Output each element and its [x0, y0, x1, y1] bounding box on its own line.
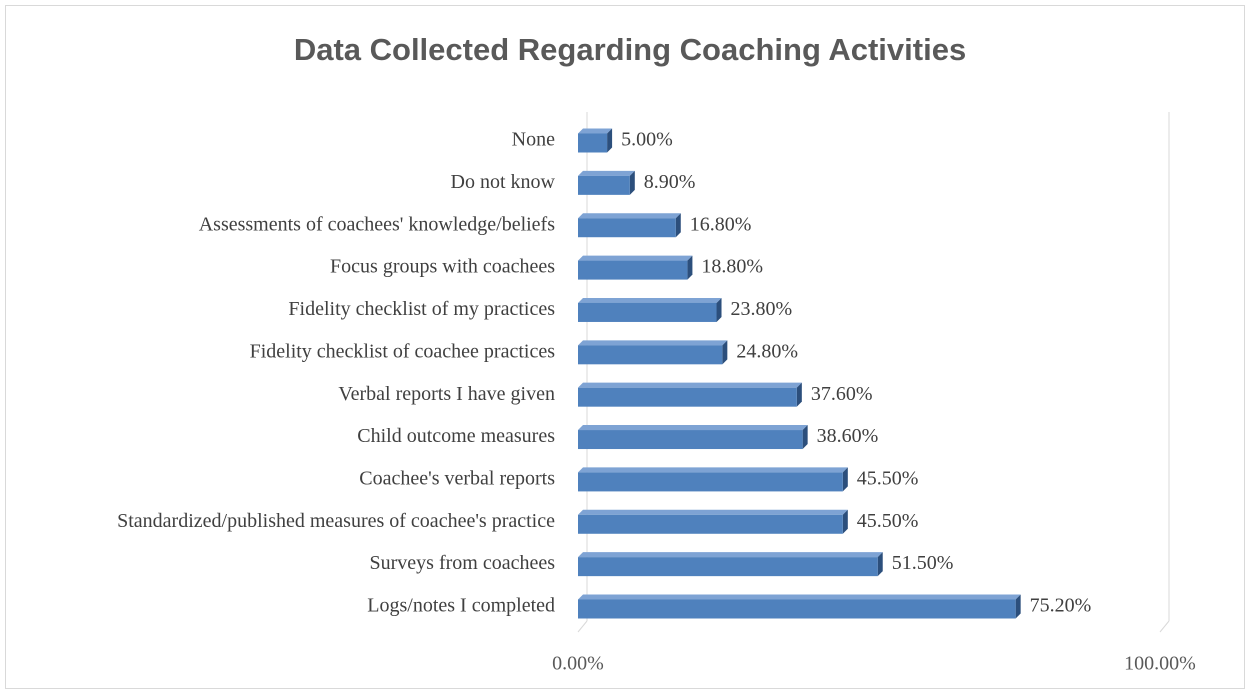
bar	[578, 472, 843, 492]
bar	[578, 599, 1016, 619]
value-label: 45.50%	[857, 468, 919, 490]
bar-side	[722, 340, 728, 365]
value-label: 37.60%	[811, 383, 873, 405]
category-label: Focus groups with coachees	[330, 256, 555, 278]
bar	[578, 133, 608, 153]
chart-title: Data Collected Regarding Coaching Activi…	[294, 32, 966, 67]
value-label: 51.50%	[892, 552, 954, 574]
x-tick-label: 0.00%	[552, 653, 604, 675]
bar-side	[675, 213, 681, 238]
value-label: 8.90%	[644, 171, 696, 193]
bar-top	[578, 213, 681, 219]
value-label: 18.80%	[701, 256, 763, 278]
bar-top	[578, 552, 883, 558]
bar-top	[578, 382, 802, 388]
category-label: Fidelity checklist of my practices	[288, 298, 555, 320]
bar-top	[578, 128, 613, 134]
value-label: 38.60%	[817, 425, 879, 447]
bar-side	[629, 170, 635, 195]
value-label: 16.80%	[690, 213, 752, 235]
bar	[578, 260, 688, 280]
category-label: Assessments of coachees' knowledge/belie…	[199, 213, 555, 235]
bar-side	[877, 552, 883, 577]
bar-top	[578, 467, 848, 473]
bar	[578, 175, 630, 195]
bar-top	[578, 255, 693, 261]
bar-top	[578, 297, 722, 303]
bar-top	[578, 340, 728, 346]
bar	[578, 218, 676, 238]
bar-top	[578, 594, 1021, 600]
floor-edge	[577, 620, 588, 633]
bar-side	[1015, 594, 1021, 619]
bar	[578, 387, 797, 407]
bar	[578, 430, 803, 450]
bar-top	[578, 509, 848, 515]
bar-top	[578, 425, 808, 431]
bar-side	[687, 255, 693, 280]
bar-top	[578, 170, 635, 176]
category-label: Coachee's verbal reports	[359, 468, 555, 490]
category-label: Verbal reports I have given	[338, 383, 555, 405]
value-label: 75.20%	[1030, 595, 1092, 617]
bar-side	[802, 425, 808, 450]
value-label: 24.80%	[736, 340, 798, 362]
bar	[578, 345, 723, 365]
bar	[578, 557, 878, 577]
bar	[578, 514, 843, 534]
category-label: Child outcome measures	[357, 425, 555, 447]
category-label: Surveys from coachees	[370, 552, 556, 574]
floor-edge	[1159, 620, 1170, 633]
bar-side	[842, 509, 848, 534]
value-label: 5.00%	[621, 129, 673, 151]
category-label: Standardized/published measures of coach…	[117, 510, 555, 532]
bar-side	[716, 297, 722, 322]
bar	[578, 302, 717, 322]
bar-side	[842, 467, 848, 492]
value-label: 45.50%	[857, 510, 919, 532]
category-label: Logs/notes I completed	[367, 595, 555, 617]
bar-side	[607, 128, 613, 153]
bar-side	[796, 382, 802, 407]
category-label: None	[512, 129, 555, 151]
category-label: Do not know	[451, 171, 556, 193]
category-label: Fidelity checklist of coachee practices	[250, 340, 556, 362]
value-label: 23.80%	[731, 298, 793, 320]
x-tick-label: 100.00%	[1124, 653, 1196, 675]
